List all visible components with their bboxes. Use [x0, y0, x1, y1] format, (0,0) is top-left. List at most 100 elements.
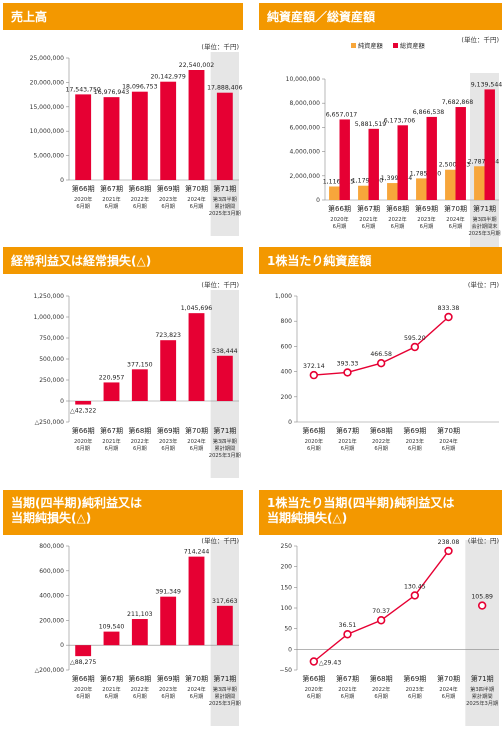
current-period-shade — [465, 540, 499, 726]
point-value-label: △29.43 — [319, 659, 342, 666]
category-sublabel: 6月期 — [362, 223, 376, 230]
category-sublabel: 2021年 — [359, 215, 377, 223]
category-sublabel: 2022年 — [131, 195, 149, 203]
category-label: 第68期 — [370, 426, 393, 435]
bar-value-label-net-assets: 2,787,654 — [468, 158, 500, 165]
point-value-label: 833.38 — [438, 305, 460, 312]
category-sublabel: 2022年 — [131, 685, 149, 693]
category-sublabel: 2024年 — [187, 437, 205, 445]
category-sublabel: 6月期 — [76, 693, 90, 700]
category-sublabel: 2021年 — [102, 437, 120, 445]
bar-value-label-net-assets: 1,399,734 — [381, 175, 413, 182]
category-sublabel: 6月期 — [341, 445, 355, 452]
category-sublabel: 累計期間 — [472, 692, 493, 700]
category-sublabel: 6月期 — [190, 445, 204, 452]
bar — [160, 596, 177, 646]
legend-label-total-assets: 総資産額 — [400, 42, 425, 50]
category-sublabel: 2022年 — [372, 437, 390, 445]
category-sublabel: 2025年3月期 — [468, 229, 500, 237]
category-sublabel: 2024年 — [439, 685, 457, 693]
category-sublabel: 2024年 — [446, 215, 464, 223]
category-sublabel: 6月期 — [76, 445, 90, 452]
bar-net-assets — [416, 178, 427, 200]
bar — [75, 94, 92, 180]
data-point — [410, 591, 420, 600]
bar — [216, 355, 233, 401]
category-label: 第71期 — [471, 674, 494, 683]
category-sublabel: 2023年 — [159, 685, 177, 693]
category-sublabel: 第3四半期 — [213, 437, 237, 445]
category-label: 第70期 — [437, 426, 460, 435]
point-value-label: 36.51 — [339, 622, 357, 629]
category-label: 第70期 — [185, 184, 208, 193]
category-sublabel: 6月期 — [341, 693, 355, 700]
category-label: 第70期 — [437, 674, 460, 683]
category-label: 第67期 — [357, 204, 380, 213]
bar — [188, 556, 205, 646]
assets-chart-title: 純資産額／総資産額 — [259, 3, 502, 30]
category-sublabel: 2020年 — [74, 685, 92, 693]
category-label: 第70期 — [444, 204, 467, 213]
bar-value-label: 109,540 — [99, 624, 125, 631]
category-label: 第66期 — [328, 204, 351, 213]
bar-value-label-total-assets: 6,173,706 — [384, 117, 416, 124]
category-sublabel: 6月期 — [76, 203, 90, 210]
category-sublabel: 2021年 — [102, 195, 120, 203]
category-label: 第67期 — [100, 184, 123, 193]
bar-net-assets — [358, 185, 369, 200]
point-value-label: 105.89 — [471, 594, 493, 601]
legend-swatch-net-assets — [351, 43, 356, 48]
data-point — [309, 370, 319, 380]
category-sublabel: 6月期 — [420, 223, 434, 230]
legend-label-net-assets: 純資産額 — [358, 42, 383, 50]
y-tick-label: 1,000,000 — [33, 314, 64, 321]
category-sublabel: 2023年 — [159, 437, 177, 445]
y-tick-label: 600 — [281, 343, 293, 350]
category-label: 第66期 — [72, 426, 95, 435]
category-sublabel: 2023年 — [406, 437, 424, 445]
bar-value-label: 1,045,696 — [181, 305, 213, 312]
bar-value-label: 723,823 — [155, 332, 181, 339]
bps-chart-title: 1株当たり純資産額 — [259, 247, 502, 274]
category-label: 第66期 — [302, 674, 325, 683]
category-label: 第66期 — [72, 674, 95, 683]
category-sublabel: 6月期 — [442, 445, 456, 452]
y-tick-label: 5,000,000 — [33, 153, 64, 160]
category-label: 第71期 — [473, 204, 496, 213]
category-sublabel: 第3四半期 — [213, 685, 237, 693]
eps-chart-panel: 1株当たり当期(四半期)純利益又は 当期純損失(△) (単位：円) −50 0 50 1… — [259, 490, 502, 732]
category-sublabel: 会計期間末 — [472, 222, 499, 230]
category-sublabel: 6月期 — [105, 693, 119, 700]
category-sublabel: 2024年 — [439, 437, 457, 445]
y-tick-label: 4,000,000 — [289, 149, 320, 156]
bar-net-assets — [387, 183, 398, 200]
y-tick-label: 50 — [284, 626, 292, 633]
y-tick-label: 15,000,000 — [30, 104, 65, 111]
category-sublabel: 6月期 — [307, 445, 321, 452]
bar-value-label: △88,275 — [70, 659, 96, 666]
point-value-label: 238.08 — [438, 539, 460, 546]
unit-label: (単位：千円) — [201, 42, 239, 51]
unit-label: (単位：千円) — [461, 35, 499, 44]
category-sublabel: 第3四半期 — [213, 195, 237, 203]
bps-chart-panel: 1株当たり純資産額 (単位：円) 0 200 400 600 800 1,000 372.14… — [259, 247, 502, 479]
y-tick-label: 6,000,000 — [289, 124, 320, 131]
data-point — [444, 546, 453, 556]
category-sublabel: 6月期 — [408, 693, 422, 700]
y-tick-label: 25,000,000 — [30, 55, 65, 62]
category-sublabel: 累計期間 — [214, 444, 235, 452]
y-tick-label: 1,250,000 — [33, 293, 64, 300]
category-sublabel: 6月期 — [190, 693, 204, 700]
y-tick-label: 400 — [281, 369, 293, 376]
bar — [75, 401, 92, 405]
y-tick-label: 0 — [60, 642, 64, 649]
data-point — [410, 342, 420, 352]
category-sublabel: 6月期 — [333, 223, 347, 230]
y-tick-label: 800 — [281, 318, 293, 325]
ordinary-income-chart-panel: 経常利益又は経常損失(△) (単位：千円) △250,000 0 250,000 500… — [3, 247, 243, 479]
category-sublabel: 6月期 — [161, 445, 175, 452]
bar — [188, 70, 205, 180]
category-label: 第67期 — [336, 426, 359, 435]
category-label: 第71期 — [213, 674, 236, 683]
ordinary-income-chart-title: 経常利益又は経常損失(△) — [3, 247, 243, 274]
